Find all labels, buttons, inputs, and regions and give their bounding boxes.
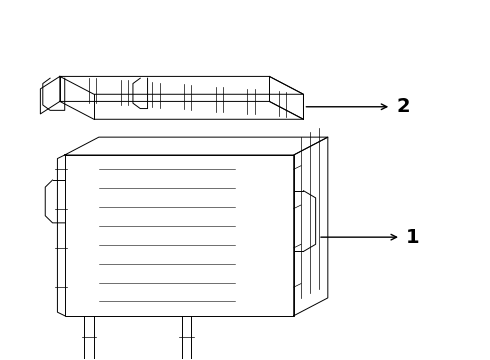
Text: 1: 1: [406, 228, 419, 247]
Text: 2: 2: [396, 97, 410, 116]
